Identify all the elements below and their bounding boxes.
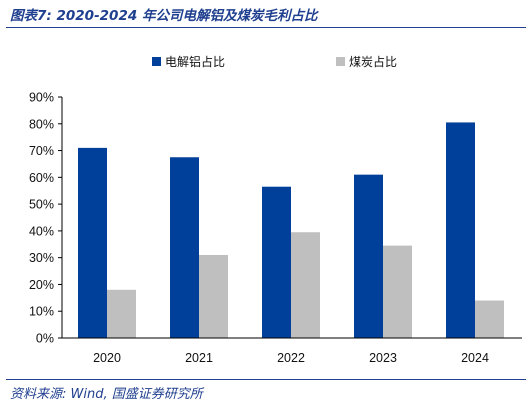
y-tick-label: 40% bbox=[29, 224, 54, 238]
bar-aluminum-2023 bbox=[354, 174, 383, 338]
y-tick-label: 80% bbox=[29, 117, 54, 131]
title-divider bbox=[6, 27, 526, 28]
y-tick-label: 90% bbox=[29, 91, 54, 105]
bar-aluminum-2022 bbox=[262, 186, 291, 338]
bar-coal-2021 bbox=[199, 254, 228, 338]
x-tick-label: 2024 bbox=[461, 351, 489, 365]
x-tick-label: 2023 bbox=[369, 351, 397, 365]
legend-swatch-1 bbox=[152, 57, 161, 66]
y-tick-label: 30% bbox=[29, 251, 54, 265]
bar-coal-2024 bbox=[475, 300, 504, 338]
bar-coal-2020 bbox=[107, 289, 136, 338]
bar-aluminum-2021 bbox=[170, 157, 199, 338]
y-axis: 0% 10% 20% 30% 40% 50% 60% 70% 80% 90% bbox=[29, 91, 63, 346]
x-tick-label: 2022 bbox=[277, 351, 305, 365]
y-tick-label: 60% bbox=[29, 171, 54, 185]
x-tick-label: 2021 bbox=[185, 351, 213, 365]
x-tick-label: 2020 bbox=[93, 351, 121, 365]
legend-label-2: 煤炭占比 bbox=[349, 54, 397, 69]
chart-legend: 电解铝占比 煤炭占比 bbox=[152, 54, 397, 69]
source-divider bbox=[6, 379, 526, 380]
bar-aluminum-2024 bbox=[446, 122, 475, 338]
bars-group bbox=[78, 122, 504, 338]
bar-aluminum-2020 bbox=[78, 147, 107, 338]
y-tick-label: 70% bbox=[29, 144, 54, 158]
figure-title: 图表7: 2020-2024 年公司电解铝及煤炭毛利占比 bbox=[10, 8, 318, 24]
y-tick-label: 50% bbox=[29, 198, 54, 212]
source-note: 资料来源: Wind, 国盛证券研究所 bbox=[10, 387, 203, 402]
legend-swatch-2 bbox=[336, 57, 345, 66]
y-tick-label: 0% bbox=[36, 332, 54, 346]
bar-coal-2023 bbox=[383, 245, 412, 338]
bar-coal-2022 bbox=[291, 232, 320, 338]
y-tick-label: 10% bbox=[29, 305, 54, 319]
x-axis: 2020 2021 2022 2023 2024 bbox=[62, 337, 522, 365]
y-tick-label: 20% bbox=[29, 278, 54, 292]
legend-label-1: 电解铝占比 bbox=[165, 54, 225, 69]
